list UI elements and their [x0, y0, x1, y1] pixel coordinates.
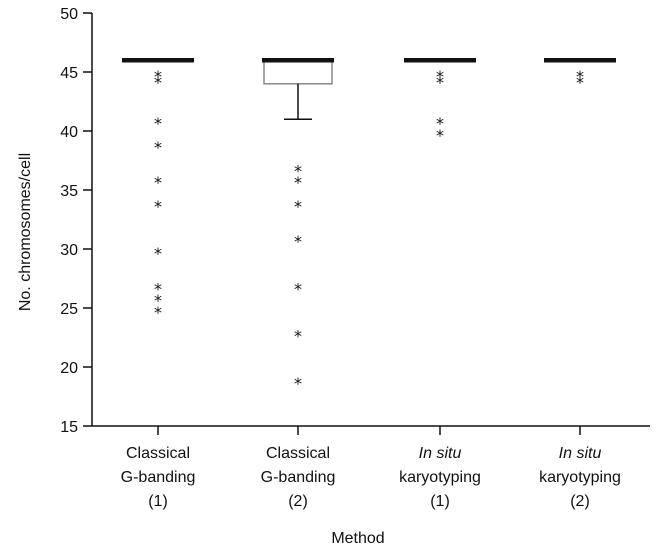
- x-axis: Classical G-banding (1) Classical G-banding (…: [92, 425, 650, 510]
- box-group: *******: [262, 57, 334, 393]
- x-category-line: (1): [430, 493, 450, 510]
- x-axis-title: Method: [331, 530, 384, 547]
- x-category-label: Classical G-banding (1): [121, 445, 196, 510]
- y-tick-label: 35: [60, 183, 78, 200]
- box-iqr: [263, 59, 333, 85]
- outlier-star: *: [154, 303, 162, 322]
- outlier-star: *: [294, 327, 302, 346]
- x-category-line: G-banding: [261, 469, 336, 486]
- y-tick-label: 40: [60, 124, 78, 141]
- outlier-star: *: [154, 73, 162, 92]
- y-tick-label: 25: [60, 301, 78, 318]
- x-category-line: (2): [288, 493, 308, 510]
- outlier-star: *: [294, 197, 302, 216]
- y-tick-label: 20: [60, 360, 78, 377]
- outlier-star: *: [154, 244, 162, 263]
- outlier-star: *: [436, 126, 444, 145]
- outlier-star: *: [294, 232, 302, 251]
- y-tick-label: 45: [60, 65, 78, 82]
- y-tick-label: 50: [60, 6, 78, 23]
- box-group: ****: [404, 57, 476, 145]
- box-group: **********: [122, 57, 194, 322]
- outlier-star: *: [294, 374, 302, 393]
- outlier-star: *: [154, 114, 162, 133]
- x-category-line: karyotyping: [399, 469, 481, 486]
- x-category-line: In situ: [419, 445, 462, 462]
- y-tick-label: 30: [60, 242, 78, 259]
- x-category-line: G-banding: [121, 469, 196, 486]
- outlier-star: *: [294, 279, 302, 298]
- outlier-star: *: [576, 73, 584, 92]
- outlier-star: *: [436, 67, 444, 86]
- outlier-star: *: [154, 173, 162, 192]
- y-tick-label: 15: [60, 419, 78, 436]
- x-category-label: In situ karyotyping (1): [399, 445, 481, 510]
- x-category-label: In situ karyotyping (2): [539, 445, 621, 510]
- outlier-star: *: [154, 67, 162, 86]
- y-axis-title: No. chromosomes/cell: [17, 153, 34, 311]
- x-category-line: (2): [570, 493, 590, 510]
- x-category-line: karyotyping: [539, 469, 621, 486]
- x-category-line: (1): [148, 493, 168, 510]
- outlier-star: *: [154, 291, 162, 310]
- outlier-star: *: [154, 138, 162, 157]
- outlier-star: *: [154, 279, 162, 298]
- outlier-star: *: [436, 73, 444, 92]
- x-category-line: In situ: [559, 445, 602, 462]
- plot-area: ***********************: [122, 57, 616, 393]
- outlier-star: *: [436, 114, 444, 133]
- outlier-star: *: [294, 173, 302, 192]
- x-category-label: Classical G-banding (2): [261, 445, 336, 510]
- box-group: **: [544, 57, 616, 92]
- outlier-star: *: [576, 67, 584, 86]
- x-category-line: Classical: [126, 445, 190, 462]
- y-axis: 15 20 25 30 35 40 45 50: [60, 6, 93, 436]
- outlier-star: *: [154, 197, 162, 216]
- outlier-star: *: [294, 161, 302, 180]
- x-category-line: Classical: [266, 445, 330, 462]
